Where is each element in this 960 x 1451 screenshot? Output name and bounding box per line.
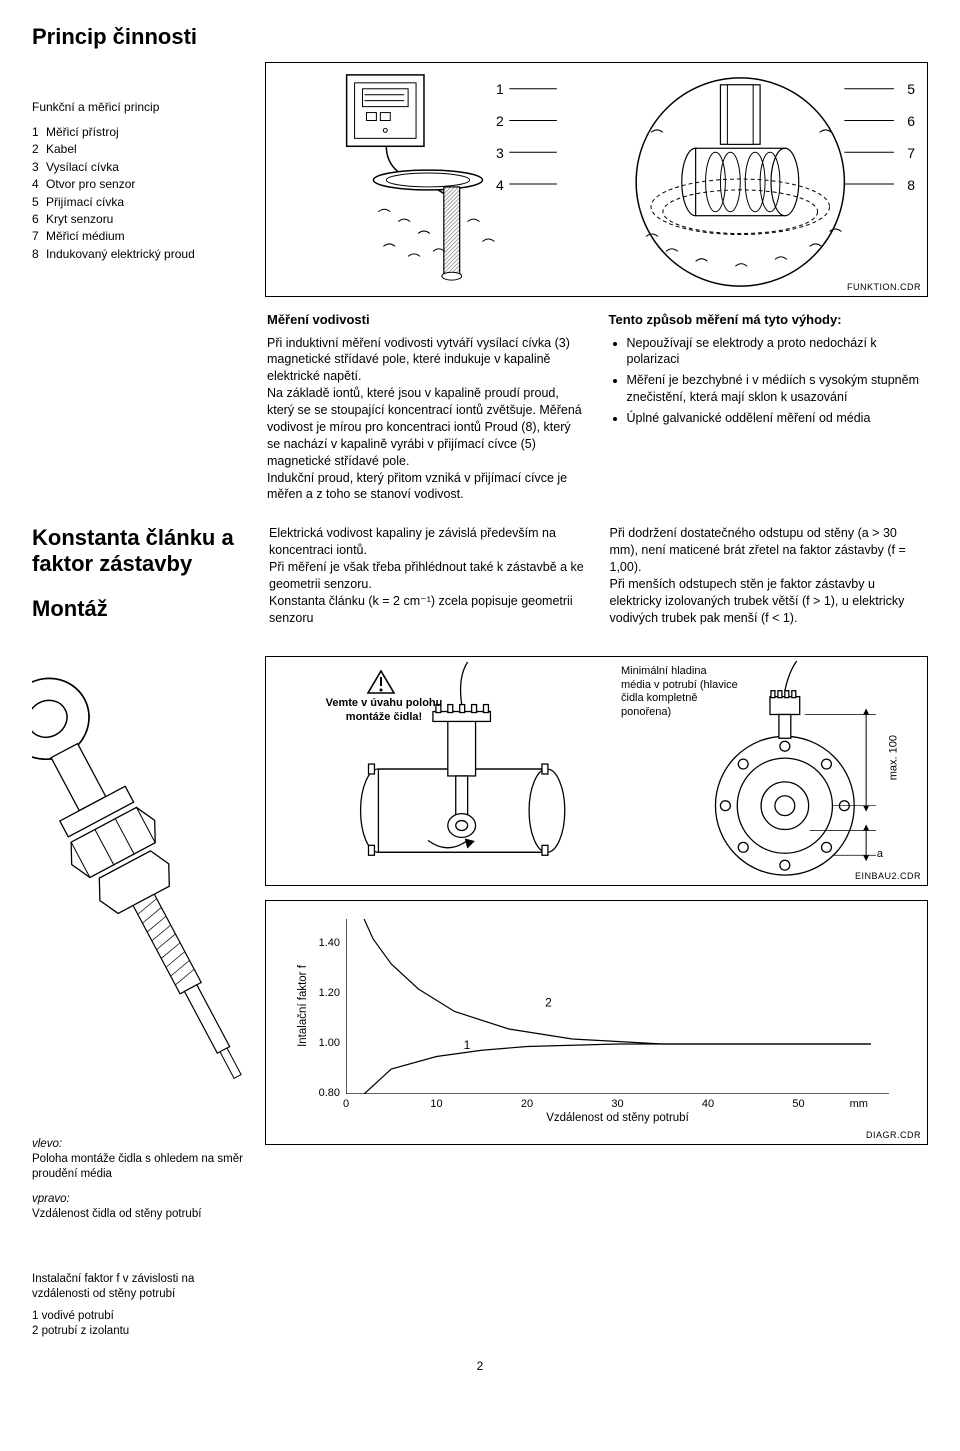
chart-ylabel: Intalační faktor f [297,965,309,1047]
legend-item: 7Měřicí médium [32,228,247,245]
body-heading: Měření vodivosti [267,311,587,329]
body-heading: Tento způsob měření má tyto výhody: [609,311,929,329]
svg-text:2: 2 [545,995,552,1009]
montaz-wrap: vlevo: Poloha montáže čidla s ohledem na… [32,656,928,1339]
chart-xlabel: Vzdálenost od stěny potrubí [546,1112,689,1124]
min-level-text: Minimální hladina média v potrubí (hlavi… [621,665,739,720]
figure-principle: 1 2 3 4 5 6 7 8 [265,62,928,297]
legend-subtitle: Funkční a měřicí princip [32,100,247,114]
chart-svg: 12 [346,919,889,1094]
section-title-montaz: Montáž [32,596,247,622]
legend-item: 5Přijímací cívka [32,194,247,211]
advantages-list: Nepoužívají se elektrody a proto nedochá… [609,335,929,427]
figure-caption: DIAGR.CDR [866,1130,921,1140]
figure-caption: FUNKTION.CDR [847,282,921,292]
legend-column: Funkční a měřicí princip 1Měřicí přístro… [32,62,247,297]
principle-body: Měření vodivosti Při induktivní měření v… [267,311,928,503]
warning-text: Vemte v úvahu polohu montáže čidla! [324,697,444,725]
page-number: 2 [32,1359,928,1373]
legend-list: 1Měřicí přístroj 2Kabel 3Vysílací cívka … [32,124,247,263]
legend-item: 1Měřicí přístroj [32,124,247,141]
install-caption: Instalační faktor f v závislosti na vzdá… [32,1272,247,1340]
konstanta-row: Konstanta článku a faktor zástavby Montá… [32,525,928,634]
konstanta-text-left: Elektrická vodivost kapaliny je závislá … [269,525,588,634]
warning-icon [366,669,396,695]
principle-top-row: Funkční a měřicí princip 1Měřicí přístro… [32,62,928,297]
legend-item: 8Indukovaný elektrický proud [32,246,247,263]
device-illustration [266,63,927,296]
body-text: Při induktivní měření vodivosti vytváří … [267,335,587,504]
sensor-column: vlevo: Poloha montáže čidla s ohledem na… [32,656,247,1339]
legend-item: 2Kabel [32,141,247,158]
advantage-item: Úplné galvanické oddělení měření od médi… [627,410,929,427]
montaz-figures: Vemte v úvahu polohu montáže čidla! Mini… [265,656,928,1339]
svg-text:1: 1 [464,1038,471,1052]
konstanta-text-right: Při dodržení dostatečného odstupu od stě… [610,525,929,634]
legend-item: 4Otvor pro senzor [32,176,247,193]
a-label: a [877,848,883,860]
montaz-frame: Vemte v úvahu polohu montáže čidla! Mini… [265,656,928,886]
sensor-probe-illustration [32,656,247,1126]
max100-label: max. 100 [887,735,899,780]
advantage-item: Nepoužívají se elektrody a proto nedochá… [627,335,929,369]
advantage-item: Měření je bezchybné i v médiích s vysoký… [627,372,929,406]
figure-caption: EINBAU2.CDR [855,871,921,881]
legend-item: 3Vysílací cívka [32,159,247,176]
chart-frame: 12 Intalační faktor f Vzdálenost od stěn… [265,900,928,1145]
montaz-side-captions: vlevo: Poloha montáže čidla s ohledem na… [32,1137,247,1222]
section-title-principle: Princip činnosti [32,24,928,50]
section-title-konstanta: Konstanta článku a faktor zástavby [32,525,247,576]
legend-item: 6Kryt senzoru [32,211,247,228]
